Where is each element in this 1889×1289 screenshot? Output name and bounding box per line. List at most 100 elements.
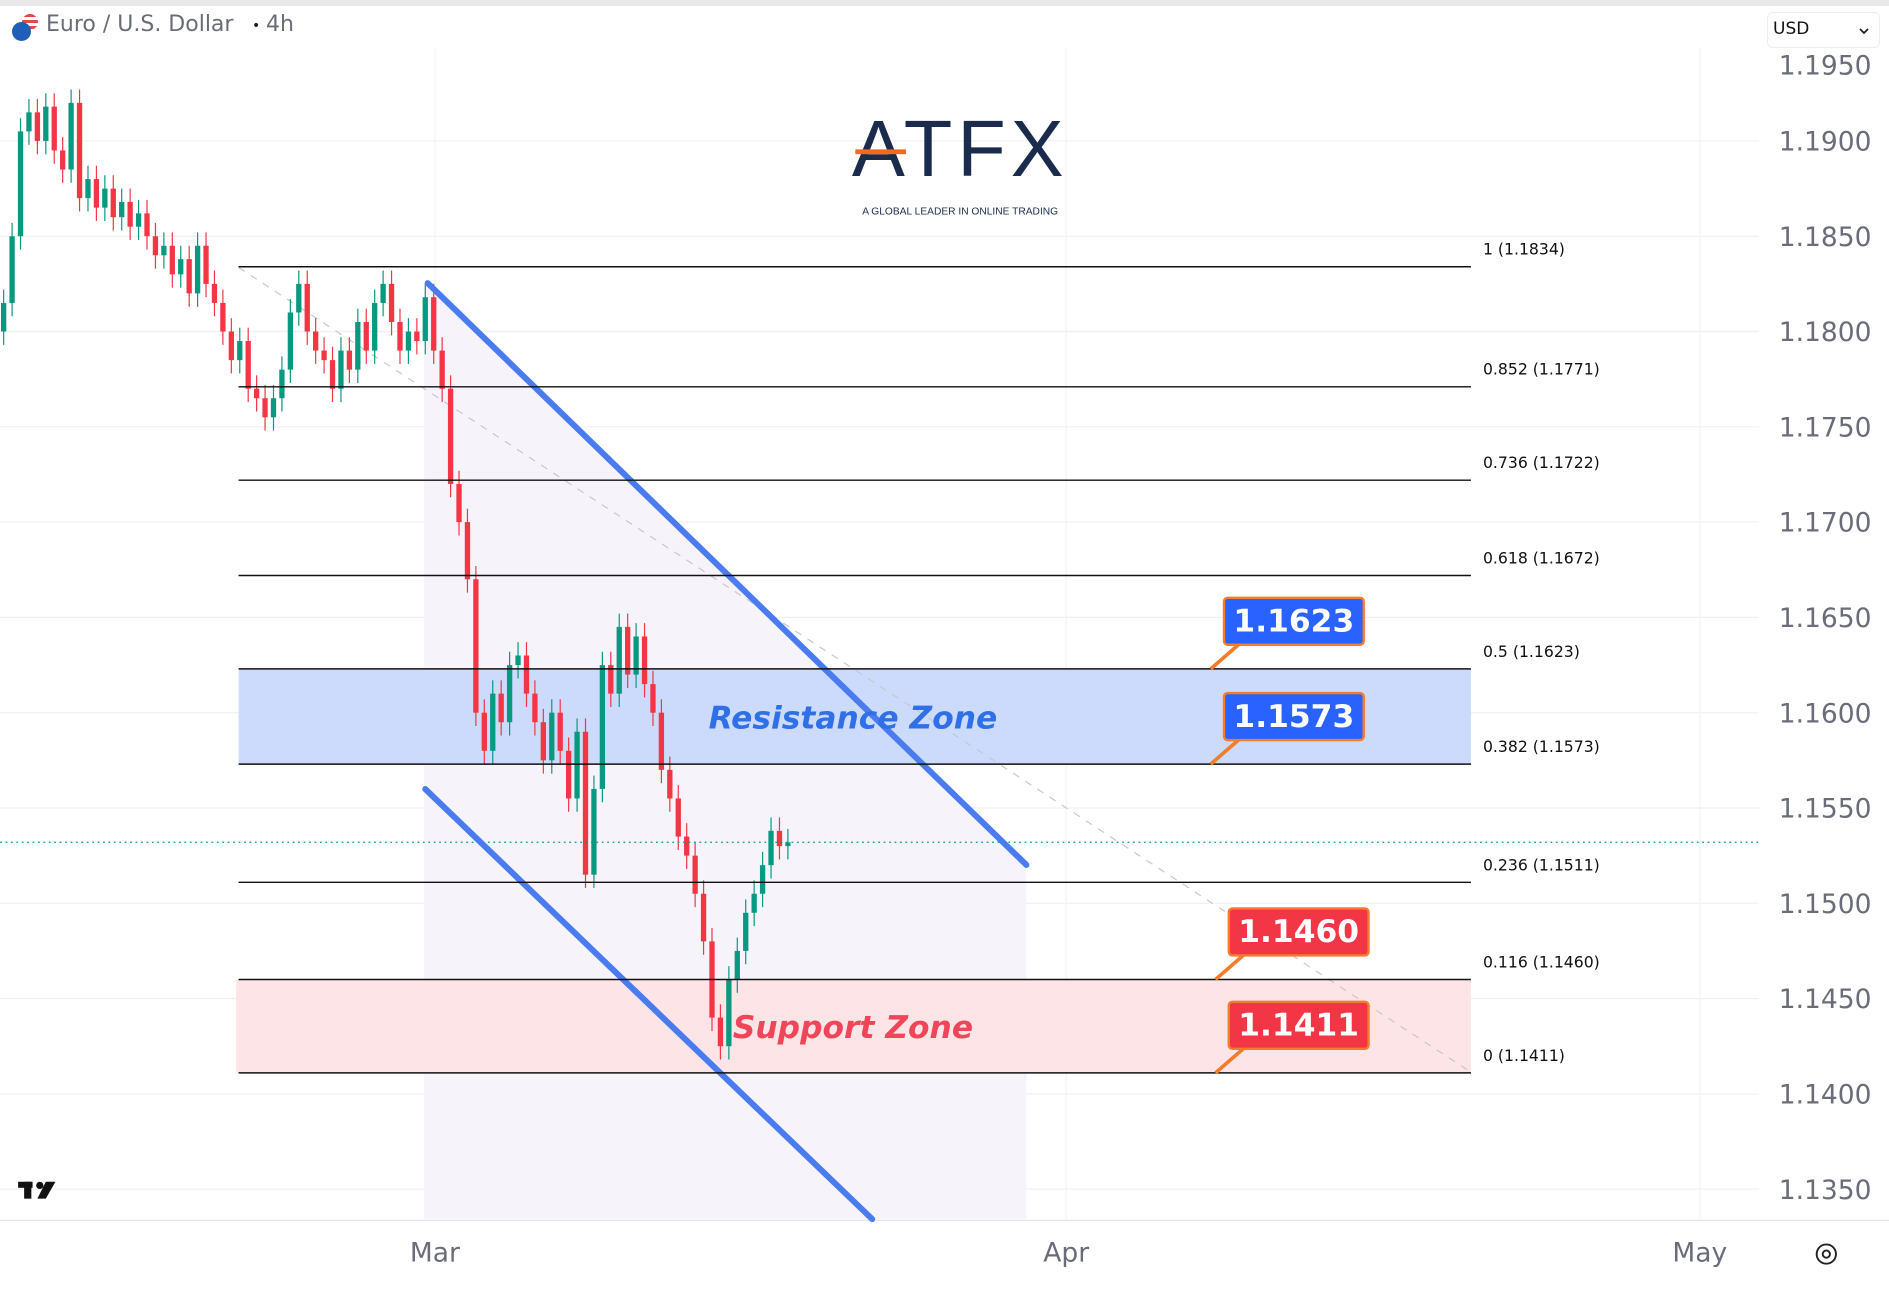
candle — [447, 375, 454, 498]
candle-body — [506, 665, 513, 723]
time-axis: Mar Apr May — [410, 1237, 1727, 1268]
price-callout[interactable]: 1.1623 — [1209, 596, 1365, 671]
candle — [51, 93, 57, 164]
candle — [464, 508, 471, 593]
candle-body — [287, 312, 294, 370]
zone-label-support: Support Zone — [733, 1010, 973, 1046]
candle-body — [633, 636, 639, 675]
price-callout[interactable]: 1.1573 — [1209, 691, 1365, 766]
candle-body — [405, 331, 412, 351]
candle-body — [245, 341, 251, 389]
candle-body — [60, 150, 66, 170]
candle-body — [734, 950, 740, 980]
candle-body — [51, 106, 57, 151]
candle — [751, 880, 757, 927]
candle-body — [194, 245, 201, 294]
candle — [9, 222, 15, 317]
candle — [380, 270, 386, 317]
price-tick-label: 1.1550 — [1779, 794, 1872, 825]
callout-box — [1227, 907, 1370, 957]
descending-channel — [422, 280, 1030, 1223]
channel-upper-line[interactable] — [424, 280, 1030, 868]
price-tick-label: 1.1600 — [1779, 698, 1872, 729]
candle-body — [346, 350, 353, 370]
candle-body — [313, 331, 319, 351]
candle-body — [220, 302, 226, 332]
candle-body — [380, 283, 386, 303]
candle — [363, 308, 369, 364]
candle — [675, 785, 681, 850]
candle-body — [43, 106, 49, 141]
candle-body — [211, 283, 218, 303]
candle-body — [169, 245, 175, 275]
candle — [532, 680, 538, 736]
chevron-down-icon — [1859, 28, 1869, 35]
candle-body — [675, 798, 681, 837]
candle — [161, 232, 167, 269]
candle — [616, 613, 622, 707]
candle — [633, 623, 639, 688]
candle — [279, 356, 285, 412]
candle — [422, 283, 428, 355]
candle — [388, 270, 395, 336]
candle — [220, 289, 226, 345]
candle — [498, 680, 504, 736]
tradingview-logo[interactable] — [18, 1181, 56, 1199]
candle — [557, 699, 563, 765]
candle — [692, 842, 698, 908]
candle — [76, 89, 83, 212]
candle — [414, 318, 420, 355]
candle — [34, 99, 41, 155]
atfx-logo-wordmark: ATFX — [852, 104, 1069, 193]
fib-level-label: 0.382 (1.1573) — [1483, 737, 1600, 756]
candle-body — [253, 388, 260, 399]
candle — [397, 308, 403, 364]
candle-body — [68, 102, 74, 170]
price-callout[interactable]: 1.1411 — [1214, 1000, 1370, 1075]
candle — [490, 680, 496, 765]
callout-pointer — [1214, 1047, 1245, 1075]
candle-body — [321, 350, 327, 361]
candle-body — [515, 655, 521, 666]
chart-settings-icon[interactable] — [1815, 1243, 1837, 1265]
price-callout[interactable]: 1.1460 — [1214, 907, 1370, 981]
fib-level-label: 0.236 (1.1511) — [1483, 855, 1600, 874]
candle-body — [161, 245, 167, 256]
callout-box — [1227, 1000, 1370, 1050]
candle-body — [17, 131, 24, 237]
candle — [565, 737, 572, 812]
candle-body — [658, 712, 665, 770]
candle — [346, 337, 353, 383]
candle — [270, 384, 277, 431]
candle — [304, 270, 310, 345]
channel-lower-line[interactable] — [422, 786, 876, 1223]
candle — [68, 89, 74, 183]
candle — [262, 384, 268, 431]
price-tick-label: 1.1950 — [1779, 51, 1872, 82]
candle — [599, 651, 606, 803]
candle-body — [228, 331, 234, 361]
candle-body — [481, 712, 487, 751]
candle-body — [523, 655, 530, 694]
candle — [734, 937, 740, 993]
candle-body — [447, 388, 454, 484]
candle — [60, 137, 66, 183]
time-tick-label: May — [1672, 1237, 1727, 1268]
candle — [759, 851, 766, 908]
candle-body — [102, 188, 108, 208]
candle-body — [397, 321, 403, 351]
interval-label[interactable]: 4h — [266, 12, 294, 37]
candle — [338, 337, 344, 403]
candle — [658, 699, 665, 784]
candle — [431, 283, 437, 364]
candle — [287, 299, 294, 383]
callout-text: 1.1573 — [1233, 699, 1354, 735]
candle-body — [456, 483, 462, 523]
candle-body — [726, 979, 732, 1047]
symbol-name[interactable]: Euro / U.S. Dollar — [46, 12, 234, 37]
candle-body — [557, 712, 563, 751]
callout-pointer — [1214, 954, 1245, 981]
candle — [211, 270, 218, 317]
candle-body — [422, 297, 428, 342]
